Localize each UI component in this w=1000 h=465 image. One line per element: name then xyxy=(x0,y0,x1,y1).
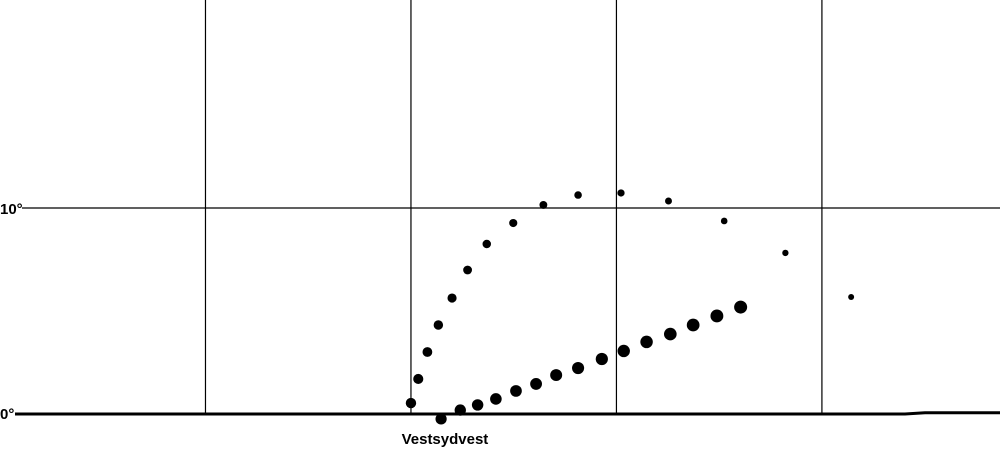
point-series-2-15 xyxy=(734,300,748,314)
point-series-2-4 xyxy=(490,393,502,405)
grid xyxy=(22,0,1000,414)
horizon-line xyxy=(15,411,1000,416)
point-series-2-9 xyxy=(595,352,608,366)
point-series-1-2 xyxy=(413,373,424,385)
point-series-1-4 xyxy=(433,320,444,330)
point-series-1-10 xyxy=(574,191,582,199)
y-tick-labels: 0° 10° xyxy=(0,201,23,423)
point-series-2-5 xyxy=(510,385,522,397)
point-series-2-2 xyxy=(454,404,466,416)
point-series-2-7 xyxy=(550,369,563,382)
point-series-1-14 xyxy=(782,249,789,257)
point-series-2-6 xyxy=(530,378,542,390)
point-series-1-15 xyxy=(848,293,855,300)
point-series-1-5 xyxy=(447,293,457,303)
point-series-1-8 xyxy=(509,218,518,228)
point-series-2-11 xyxy=(640,335,653,349)
x-tick-label-vestsydvest: Vestsydvest xyxy=(402,431,489,448)
y-tick-label-10: 10° xyxy=(0,201,23,218)
point-series-2-1 xyxy=(435,413,447,425)
point-series-1-7 xyxy=(482,239,492,249)
point-series-1-11 xyxy=(617,189,625,197)
point-series-2-8 xyxy=(572,362,585,375)
point-series-2-13 xyxy=(686,318,700,332)
point-series-1-13 xyxy=(720,217,728,225)
point-series-1-12 xyxy=(665,197,672,205)
y-tick-label-0: 0° xyxy=(0,406,14,423)
data-points xyxy=(405,189,855,425)
point-series-2-12 xyxy=(664,327,677,341)
point-series-1-3 xyxy=(422,347,433,357)
point-series-2-3 xyxy=(471,399,484,411)
point-series-1-6 xyxy=(463,265,472,275)
point-series-1-1 xyxy=(405,397,417,409)
point-series-2-10 xyxy=(617,344,630,358)
point-series-1-9 xyxy=(539,200,548,209)
point-series-2-14 xyxy=(710,309,724,323)
